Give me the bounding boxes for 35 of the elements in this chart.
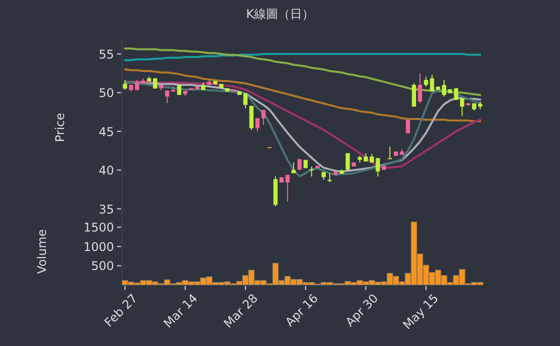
x-tick-label: Mar 14	[160, 291, 200, 331]
candlestick	[346, 152, 350, 171]
y-tick-label: 40	[98, 164, 114, 178]
candlestick	[243, 92, 248, 109]
y-axis-title: Price	[53, 112, 67, 142]
candlestick	[424, 76, 428, 88]
candlestick	[442, 79, 446, 98]
candlestick	[430, 74, 434, 92]
line-series	[124, 68, 482, 122]
candlestick	[460, 98, 464, 116]
y-tick-label: 500	[91, 259, 114, 274]
y-tick-label: 35	[98, 202, 114, 216]
candlestick	[122, 79, 128, 90]
y-tick-label: 1500	[83, 220, 114, 235]
candlestick	[134, 79, 140, 92]
candlestick	[261, 109, 266, 126]
candlestick	[285, 174, 290, 202]
line-series	[124, 52, 482, 62]
x-tick-label: Mar 28	[221, 291, 261, 331]
candlestick	[388, 146, 392, 160]
y-tick-label: 50	[98, 86, 114, 100]
y-tick-label: 45	[98, 124, 114, 139]
candlestick	[297, 158, 302, 170]
chart-title: K線圖（日）	[246, 7, 314, 21]
candlestick	[249, 105, 254, 130]
y-tick-label: 1000	[83, 240, 114, 254]
candlestick	[412, 82, 416, 108]
y-axis-title: Volume	[35, 229, 49, 274]
candlestick	[255, 118, 260, 132]
x-tick-label: Apr 30	[342, 291, 381, 330]
candlestick	[418, 72, 422, 104]
candlestick	[454, 88, 458, 100]
y-tick-label: 55	[98, 47, 114, 62]
x-tick-label: Feb 27	[102, 291, 140, 330]
x-tick-label: Apr 16	[282, 291, 321, 330]
